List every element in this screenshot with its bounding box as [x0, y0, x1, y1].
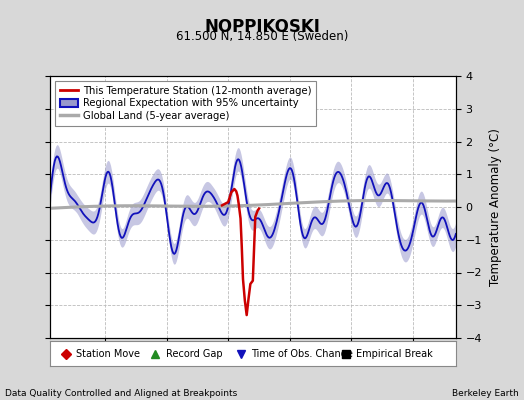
Text: 61.500 N, 14.850 E (Sweden): 61.500 N, 14.850 E (Sweden) — [176, 30, 348, 43]
Text: Station Move: Station Move — [76, 348, 140, 358]
Text: Data Quality Controlled and Aligned at Breakpoints: Data Quality Controlled and Aligned at B… — [5, 389, 237, 398]
Text: Berkeley Earth: Berkeley Earth — [452, 389, 519, 398]
Y-axis label: Temperature Anomaly (°C): Temperature Anomaly (°C) — [489, 128, 502, 286]
Text: Record Gap: Record Gap — [166, 348, 222, 358]
Text: NOPPIKOSKI: NOPPIKOSKI — [204, 18, 320, 36]
Text: Empirical Break: Empirical Break — [356, 348, 433, 358]
Legend: This Temperature Station (12-month average), Regional Expectation with 95% uncer: This Temperature Station (12-month avera… — [55, 81, 316, 126]
Text: Time of Obs. Change: Time of Obs. Change — [251, 348, 353, 358]
